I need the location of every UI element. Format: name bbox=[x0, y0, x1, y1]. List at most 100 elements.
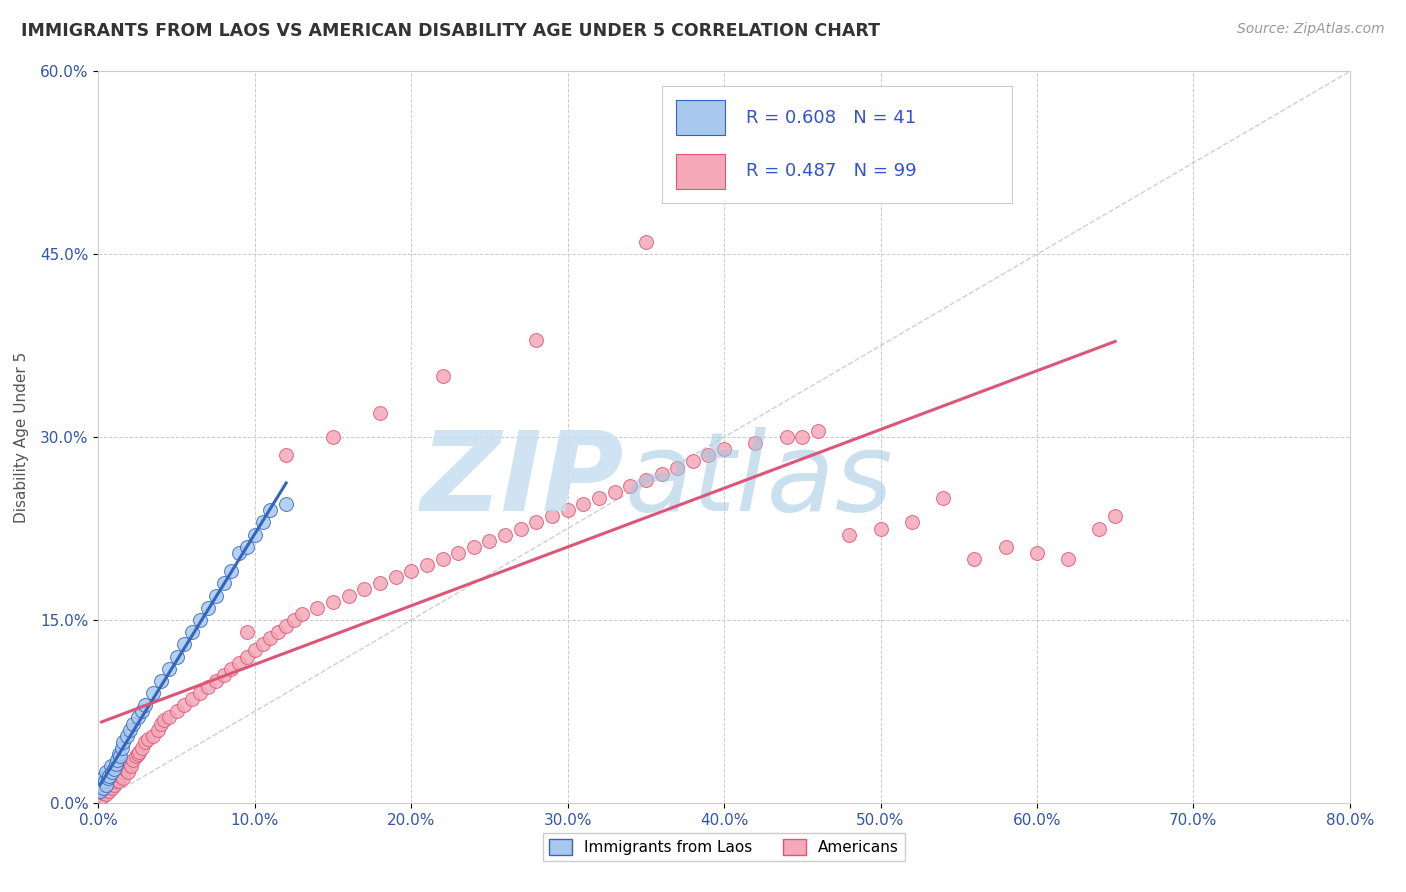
Point bbox=[101, 765, 124, 780]
Point bbox=[557, 503, 579, 517]
Point bbox=[1026, 546, 1049, 560]
Point bbox=[166, 705, 188, 719]
Point bbox=[104, 756, 127, 771]
Point bbox=[259, 632, 281, 646]
Point bbox=[509, 521, 531, 535]
Point bbox=[619, 479, 641, 493]
Point bbox=[463, 540, 485, 554]
Point bbox=[697, 448, 720, 462]
Point bbox=[603, 485, 626, 500]
Point bbox=[228, 656, 250, 670]
Point bbox=[274, 448, 298, 462]
Point bbox=[181, 692, 204, 706]
Point bbox=[173, 637, 195, 651]
Text: Source: ZipAtlas.com: Source: ZipAtlas.com bbox=[1237, 22, 1385, 37]
Point bbox=[1104, 509, 1126, 524]
Point bbox=[138, 732, 160, 747]
Point bbox=[104, 773, 127, 788]
Point bbox=[97, 781, 120, 796]
Point bbox=[384, 570, 406, 584]
Point bbox=[792, 430, 814, 444]
Point bbox=[128, 745, 150, 759]
Point bbox=[89, 783, 111, 797]
Point bbox=[212, 576, 235, 591]
Point bbox=[932, 491, 955, 505]
Point bbox=[267, 625, 290, 640]
Point bbox=[416, 558, 439, 573]
Point bbox=[125, 749, 148, 764]
Point bbox=[114, 762, 136, 776]
Point bbox=[236, 649, 259, 664]
Point bbox=[111, 765, 134, 780]
Point bbox=[634, 473, 657, 487]
Point bbox=[98, 783, 121, 797]
Point bbox=[127, 747, 149, 761]
Point bbox=[112, 772, 135, 786]
Point bbox=[259, 503, 281, 517]
Point bbox=[157, 662, 180, 676]
Point bbox=[105, 772, 128, 786]
Point bbox=[112, 735, 135, 749]
Point bbox=[121, 716, 143, 731]
Point bbox=[131, 705, 153, 719]
Point bbox=[110, 769, 132, 783]
Point bbox=[101, 781, 124, 796]
Point bbox=[994, 540, 1017, 554]
Point bbox=[97, 772, 120, 786]
Point bbox=[1088, 521, 1111, 535]
Point bbox=[478, 533, 501, 548]
Point bbox=[337, 589, 360, 603]
Point bbox=[900, 516, 922, 530]
Point bbox=[650, 467, 672, 481]
Point bbox=[127, 710, 149, 724]
Point bbox=[115, 729, 138, 743]
Point bbox=[291, 607, 314, 621]
Point bbox=[1057, 552, 1080, 566]
Point bbox=[96, 765, 118, 780]
Text: IMMIGRANTS FROM LAOS VS AMERICAN DISABILITY AGE UNDER 5 CORRELATION CHART: IMMIGRANTS FROM LAOS VS AMERICAN DISABIL… bbox=[21, 22, 880, 40]
Point bbox=[744, 436, 766, 450]
Point bbox=[963, 552, 986, 566]
Point bbox=[432, 369, 454, 384]
Point bbox=[588, 491, 610, 505]
Point bbox=[134, 698, 156, 713]
Point bbox=[118, 756, 141, 771]
Point bbox=[181, 625, 204, 640]
Point bbox=[221, 564, 243, 578]
Point bbox=[682, 454, 704, 468]
Point bbox=[90, 789, 112, 804]
Point bbox=[131, 740, 153, 755]
Point bbox=[204, 589, 226, 603]
Legend: Immigrants from Laos, Americans: Immigrants from Laos, Americans bbox=[543, 833, 905, 861]
Point bbox=[212, 667, 235, 681]
Point bbox=[103, 778, 125, 792]
Point bbox=[107, 747, 129, 761]
Point bbox=[142, 686, 165, 700]
Point bbox=[150, 673, 173, 688]
Point bbox=[173, 698, 195, 713]
Point bbox=[204, 673, 226, 688]
Point bbox=[93, 773, 115, 788]
Point bbox=[243, 643, 266, 657]
Point bbox=[274, 619, 298, 633]
Point bbox=[120, 759, 142, 773]
Point bbox=[322, 430, 344, 444]
Point bbox=[236, 540, 259, 554]
Point bbox=[526, 516, 548, 530]
Point bbox=[197, 600, 219, 615]
Point bbox=[166, 649, 188, 664]
Point bbox=[98, 769, 121, 783]
Point bbox=[572, 497, 595, 511]
Point bbox=[228, 546, 250, 560]
Point bbox=[776, 430, 799, 444]
Point bbox=[134, 735, 156, 749]
Point bbox=[283, 613, 305, 627]
Point bbox=[91, 772, 114, 786]
Point bbox=[100, 759, 122, 773]
Point bbox=[838, 527, 860, 541]
Point bbox=[236, 625, 259, 640]
Point bbox=[307, 600, 329, 615]
Y-axis label: Disability Age Under 5: Disability Age Under 5 bbox=[14, 351, 30, 523]
Point bbox=[103, 762, 125, 776]
Point bbox=[142, 729, 165, 743]
